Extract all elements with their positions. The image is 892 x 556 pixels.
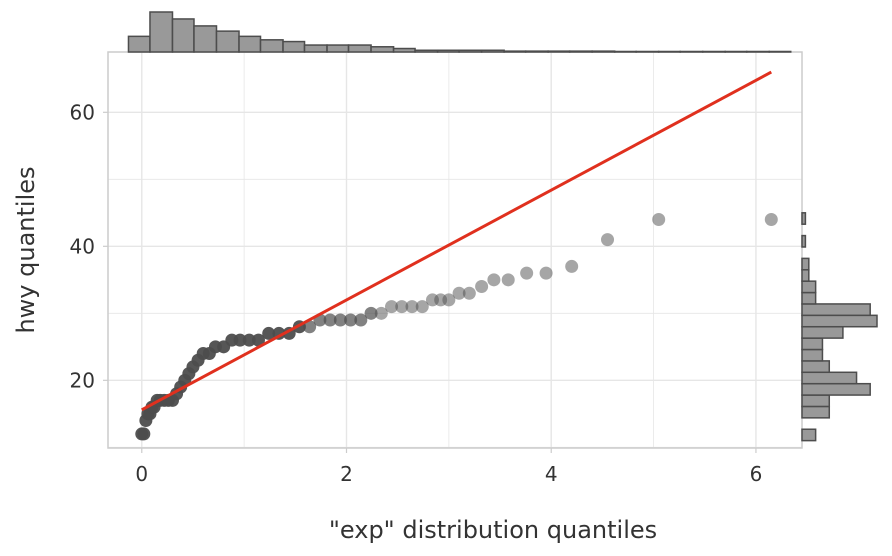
grid-lines — [108, 52, 802, 448]
qq-point — [475, 280, 489, 294]
top-hist-bar — [613, 50, 637, 53]
top-hist-bar — [657, 50, 681, 53]
top-hist-bar — [193, 25, 218, 53]
top-hist-bar — [480, 49, 505, 53]
qq-point — [354, 313, 368, 327]
right-hist-bar — [801, 348, 824, 362]
right-hist-bar — [801, 371, 858, 385]
top-hist-bar — [591, 50, 616, 53]
qq-point — [233, 333, 247, 347]
right-hist-bar — [801, 405, 831, 419]
qq-points — [135, 213, 778, 441]
qq-point — [333, 313, 347, 327]
qq-point — [601, 233, 615, 247]
x-tick-label: 6 — [750, 462, 763, 486]
top-hist-bar — [503, 50, 527, 53]
qq-point — [374, 306, 388, 320]
top-hist-bar — [436, 49, 460, 53]
top-hist-bar — [259, 39, 284, 53]
right-hist-bar — [801, 280, 817, 294]
qq-point — [487, 273, 501, 287]
right-hist-bar — [801, 394, 831, 408]
x-axis-ticks: 0 2 4 6 — [135, 448, 762, 486]
qq-point — [242, 333, 256, 347]
qq-point — [262, 326, 276, 340]
top-hist-bar — [414, 49, 439, 53]
top-hist-bar — [238, 35, 262, 53]
top-hist-bar — [745, 50, 770, 53]
qq-point — [442, 293, 456, 307]
top-hist-bar — [370, 46, 395, 53]
right-hist-bar — [801, 428, 817, 442]
x-tick-label: 0 — [135, 462, 148, 486]
y-tick-label: 60 — [70, 100, 95, 124]
right-hist-bar — [801, 314, 878, 328]
qq-point — [405, 300, 419, 314]
qq-point — [303, 320, 317, 334]
top-hist-bar — [215, 30, 240, 53]
top-hist-bar — [127, 35, 151, 53]
top-hist-bar — [171, 18, 195, 53]
qq-point — [344, 313, 358, 327]
right-hist-bar — [801, 325, 844, 339]
x-tick-label: 4 — [545, 462, 558, 486]
qq-point — [520, 266, 534, 280]
x-tick-label: 2 — [340, 462, 353, 486]
top-hist-bar — [149, 11, 174, 53]
right-hist-bar — [801, 337, 824, 351]
top-hist-bar — [347, 44, 372, 53]
qq-point — [539, 266, 553, 280]
y-axis-title: hwy quantiles — [12, 166, 40, 333]
y-tick-label: 40 — [70, 234, 95, 258]
right-hist-bar — [801, 360, 831, 374]
qq-point — [452, 286, 466, 300]
top-hist-bar — [282, 40, 306, 53]
top-hist-bar — [568, 50, 593, 53]
qq-point — [395, 300, 409, 314]
right-hist-bar — [801, 382, 871, 396]
top-marginal-histogram — [127, 11, 792, 53]
qq-point — [251, 333, 265, 347]
y-axis-ticks: 20 40 60 — [70, 100, 108, 392]
qq-point — [385, 300, 399, 314]
right-hist-bar — [801, 303, 871, 317]
qq-point — [415, 300, 429, 314]
qq-point — [652, 213, 666, 227]
reference-line — [141, 70, 773, 412]
qq-point — [764, 213, 778, 227]
qq-point — [364, 306, 378, 320]
y-tick-label: 20 — [70, 368, 95, 392]
right-hist-bar — [801, 212, 807, 225]
top-hist-bar — [679, 50, 704, 53]
top-hist-bar — [701, 50, 726, 53]
qq-point — [501, 273, 515, 287]
qq-point — [323, 313, 337, 327]
right-hist-bar — [801, 234, 807, 248]
top-hist-bar — [326, 44, 350, 53]
qq-point — [137, 427, 151, 441]
right-hist-bar — [801, 291, 817, 305]
top-hist-bar — [547, 50, 571, 53]
top-hist-bar — [768, 50, 792, 53]
top-hist-bar — [635, 50, 660, 53]
top-hist-bar — [724, 50, 748, 53]
top-hist-bar — [524, 50, 549, 53]
right-marginal-histogram — [801, 212, 878, 442]
qq-point — [565, 259, 579, 273]
right-hist-bar — [801, 257, 810, 271]
top-hist-bar — [392, 47, 416, 53]
qq-point — [462, 286, 476, 300]
top-hist-bar — [303, 44, 328, 53]
top-hist-bar — [458, 49, 483, 53]
right-hist-bar — [801, 269, 810, 282]
x-axis-title: "exp" distribution quantiles — [329, 516, 657, 544]
